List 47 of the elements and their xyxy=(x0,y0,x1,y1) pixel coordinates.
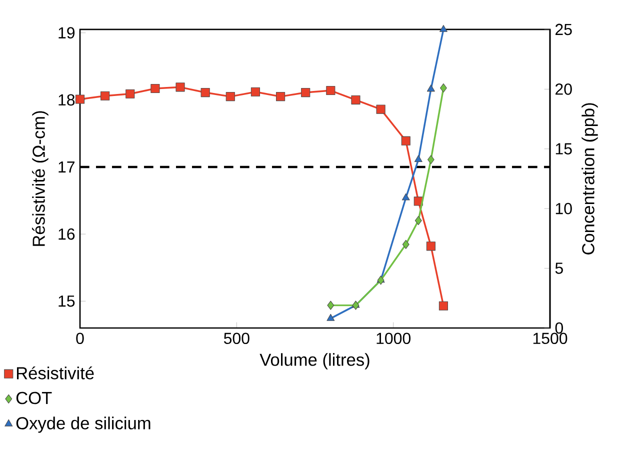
point xyxy=(126,89,135,98)
y2-tick-label: 0 xyxy=(555,322,563,334)
y-tick-label: 18 xyxy=(58,94,75,106)
y2-tick-label: 15 xyxy=(556,143,572,154)
point xyxy=(100,91,110,100)
y-tick-label: 15 xyxy=(58,296,75,307)
point xyxy=(402,240,410,249)
y-tick-label: 17 xyxy=(58,162,74,172)
x-tick-label: 0 xyxy=(76,332,84,344)
y-axis-title: Résistivité (Ω-cm) xyxy=(32,111,48,246)
y-tick-label: 19 xyxy=(58,27,75,38)
legend-label: Résistivité xyxy=(16,366,94,380)
y2-axis-title: Concentration (ppb) xyxy=(582,103,598,254)
point xyxy=(327,300,334,310)
y2-tick-label: 25 xyxy=(556,24,572,36)
legend-label: Oxyde de silicium xyxy=(16,416,150,433)
point xyxy=(226,92,235,102)
point xyxy=(414,155,422,162)
point xyxy=(426,84,435,92)
point xyxy=(401,136,410,146)
x-tick-label: 500 xyxy=(224,332,250,344)
point xyxy=(150,84,160,94)
x-tick-label: 1000 xyxy=(376,332,411,344)
point xyxy=(250,87,260,96)
legend-label: COT xyxy=(16,392,52,404)
point xyxy=(438,301,448,310)
point xyxy=(176,82,185,92)
y2-tick-label: 20 xyxy=(556,84,572,95)
point xyxy=(301,88,310,98)
point xyxy=(326,86,336,96)
point xyxy=(414,216,422,226)
point xyxy=(75,94,85,104)
y-tick-label: 16 xyxy=(58,228,75,240)
point xyxy=(402,193,410,200)
point xyxy=(276,92,286,102)
point xyxy=(351,95,360,104)
x-axis-title: Volume (litres) xyxy=(260,353,370,370)
point xyxy=(426,242,436,251)
point xyxy=(326,314,335,321)
point xyxy=(376,104,386,114)
y2-tick-label: 5 xyxy=(555,262,563,274)
point xyxy=(440,24,448,32)
point xyxy=(427,155,434,164)
point xyxy=(440,83,447,93)
y2-tick-label: 10 xyxy=(556,202,572,214)
x-tick-label: 1500 xyxy=(533,332,568,344)
point xyxy=(200,88,210,98)
